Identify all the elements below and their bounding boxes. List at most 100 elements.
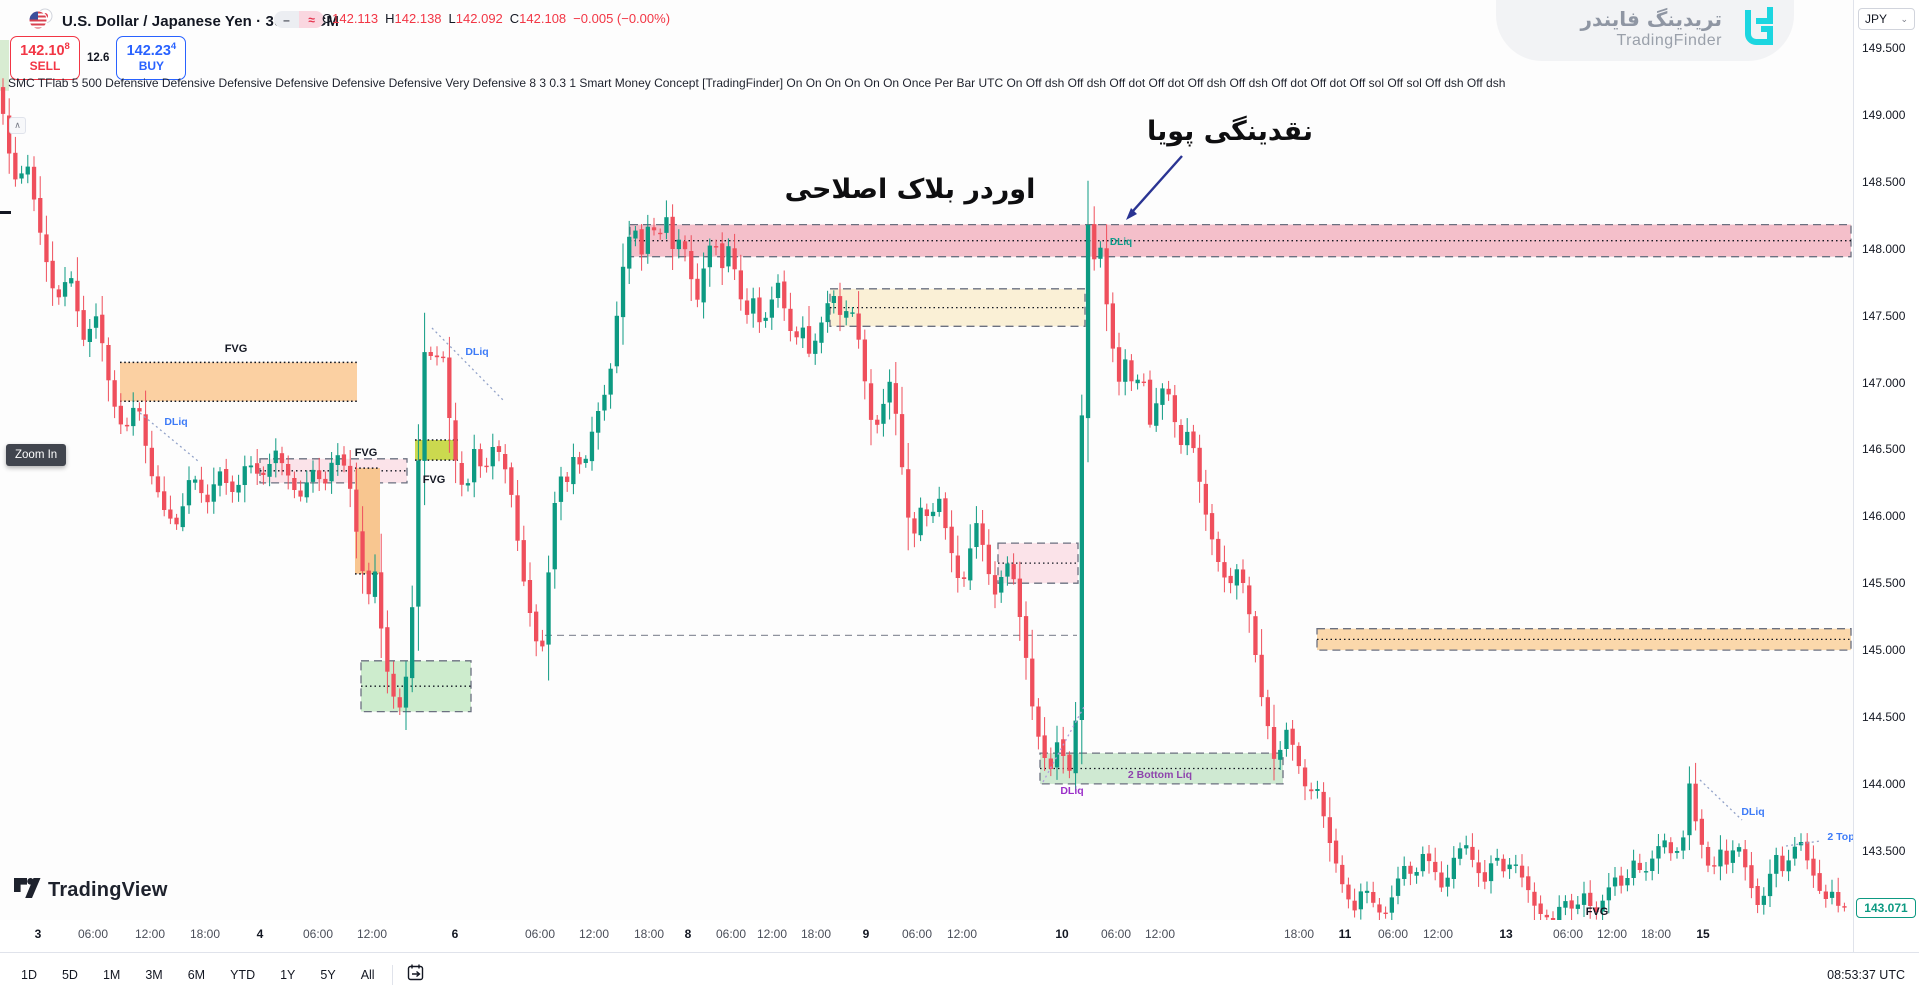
time-tick-day: 8 — [684, 927, 692, 941]
fvg-orange-left-zone — [120, 362, 357, 402]
range-button-1m[interactable]: 1M — [102, 967, 121, 982]
minus-pill-button[interactable]: – — [274, 11, 299, 28]
dliq-label-1: DLiq — [164, 416, 188, 428]
price-tick: 147.000 — [1862, 375, 1906, 390]
liquidity-arrow — [1126, 155, 1183, 220]
price-tick: 148.000 — [1862, 241, 1906, 256]
buy-button[interactable]: 142.234 BUY — [116, 36, 187, 80]
time-tick: 12:00 — [946, 927, 978, 941]
indicator-status-line[interactable]: SMC TFlab 5 500 Defensive Defensive Defe… — [8, 76, 1506, 90]
time-tick: 12:00 — [134, 927, 166, 941]
time-tick: 18:00 — [800, 927, 832, 941]
time-tick: 18:00 — [1283, 927, 1315, 941]
time-tick-day: 11 — [1338, 927, 1352, 941]
fvg-label-4: FVG — [1585, 906, 1609, 918]
dliq-label-2: DLiq — [465, 346, 489, 358]
time-tick: 12:00 — [1422, 927, 1454, 941]
price-tick: 143.500 — [1862, 843, 1906, 858]
fvg-orange-vertical-zone — [355, 468, 380, 574]
time-tick-day: 13 — [1499, 927, 1513, 941]
time-tick: 18:00 — [633, 927, 665, 941]
time-tick-day: 6 — [451, 927, 459, 941]
time-tick: 06:00 — [1552, 927, 1584, 941]
fvg-label-3: FVG — [422, 474, 446, 486]
go-to-date-button[interactable] — [403, 960, 428, 990]
buy-label: BUY — [138, 58, 165, 73]
time-tick: 06:00 — [302, 927, 334, 941]
two-bottom-liq-label: 2 Bottom Liq — [1127, 769, 1193, 781]
range-button-5d[interactable]: 5D — [61, 967, 78, 982]
range-button-ytd[interactable]: YTD — [230, 967, 256, 982]
price-tick: 147.500 — [1862, 308, 1906, 323]
liquidity-lines-layer — [139, 327, 1821, 847]
time-tick-day: 4 — [256, 927, 264, 941]
dliq-label-4: DLiq — [1060, 785, 1084, 797]
tradingview-logo[interactable]: TradingView — [13, 876, 168, 905]
candles-layer — [0, 78, 1847, 922]
dynamic-liquidity-annotation: نقدینگی پویا — [1146, 116, 1314, 147]
range-button-1y[interactable]: 1Y — [280, 967, 296, 982]
open-value: 142.113 — [332, 11, 379, 26]
marker-pills: – ≈ — [274, 11, 324, 28]
tradingfinder-watermark: تریدینگ فایندر TradingFinder — [1496, 0, 1794, 61]
time-tick: 06:00 — [77, 927, 109, 941]
price-tick: 144.500 — [1862, 710, 1906, 724]
time-tick: 06:00 — [715, 927, 747, 941]
calendar-icon — [406, 963, 425, 987]
time-tick-day: 3 — [34, 927, 42, 941]
liquidity-zones-layer — [0, 40, 1852, 785]
tradingfinder-title-fa: تریدینگ فایندر — [1580, 7, 1722, 31]
time-tick: 12:00 — [756, 927, 788, 941]
price-axis[interactable]: JPY ⌄ 149.500 149.000 148.500 148.000 147.50… — [1853, 0, 1919, 952]
range-button-3m[interactable]: 3M — [145, 967, 163, 982]
left-edge-zone — [0, 40, 9, 91]
sell-label: SELL — [29, 58, 61, 73]
dliq-label-5: DLiq — [1741, 806, 1765, 818]
price-tick: 149.000 — [1862, 107, 1906, 122]
chevron-down-icon: ⌄ — [1900, 13, 1908, 24]
time-tick-day: 15 — [1696, 927, 1710, 941]
price-tick: 144.000 — [1862, 776, 1906, 791]
fvg-label-1: FVG — [224, 343, 248, 355]
symbol-title[interactable]: U.S. Dollar / Japanese Yen · 30 · FXCM — [62, 13, 339, 30]
zoom-in-tooltip: Zoom In — [6, 444, 67, 466]
time-tick: 06:00 — [524, 927, 556, 941]
sell-button[interactable]: 142.108 SELL — [10, 36, 80, 80]
order-block-annotation: اوردر بلاک اصلاحی — [784, 174, 1036, 205]
range-button-6m[interactable]: 6M — [187, 967, 206, 982]
tradingview-logo-text: TradingView — [48, 879, 168, 901]
two-top-label: 2 Top — [1827, 831, 1853, 843]
fvg-yellowgreen-zone — [415, 440, 458, 461]
left-price-marker — [0, 211, 11, 214]
time-tick: 12:00 — [1144, 927, 1176, 941]
time-axis[interactable]: 3 06:00 12:00 18:00 4 06:00 12:00 6 06:00 12:00 18… — [0, 920, 1919, 952]
utc-clock[interactable]: 08:53:37 UTC — [1827, 967, 1905, 982]
time-tick: 12:00 — [578, 927, 610, 941]
chevron-up-icon: ∧ — [14, 120, 21, 130]
price-tick: 148.500 — [1862, 174, 1906, 189]
fvg-label-2: FVG — [354, 447, 378, 459]
range-button-1d[interactable]: 1D — [21, 967, 37, 982]
high-value: 142.138 — [394, 11, 442, 26]
time-tick-day: 9 — [862, 927, 870, 941]
time-tick: 12:00 — [356, 927, 388, 941]
time-tick: 18:00 — [1640, 927, 1672, 941]
time-tick: 06:00 — [1377, 927, 1409, 941]
approx-pill-button[interactable]: ≈ — [299, 11, 324, 28]
low-value: 142.092 — [455, 11, 503, 26]
price-tick: 146.000 — [1862, 509, 1906, 524]
range-button-5y[interactable]: 5Y — [320, 967, 336, 982]
change-value: −0.005 (−0.00%) — [573, 11, 671, 26]
range-button-all[interactable]: All — [360, 967, 375, 982]
symbol-flag-icon — [28, 8, 54, 35]
bottom-toolbar: 1D 5D 1M 3M 6M YTD 1Y 5Y All 08:53:37 UTC — [0, 952, 1919, 996]
pink-big-zone — [629, 223, 1852, 258]
pane-collapse-button[interactable]: ∧ — [9, 117, 26, 134]
time-tick: 06:00 — [1100, 927, 1132, 941]
chart-plot-area[interactable]: FVG FVG FVG FVG DLiq DLiq DLiq DLiq DLiq 2 Top 2 B… — [0, 0, 1853, 922]
tradingfinder-title-en: TradingFinder — [1616, 32, 1722, 49]
currency-selector-button[interactable]: JPY ⌄ — [1858, 8, 1915, 30]
time-tick: 06:00 — [901, 927, 933, 941]
tradingfinder-logo-icon — [1734, 3, 1776, 54]
